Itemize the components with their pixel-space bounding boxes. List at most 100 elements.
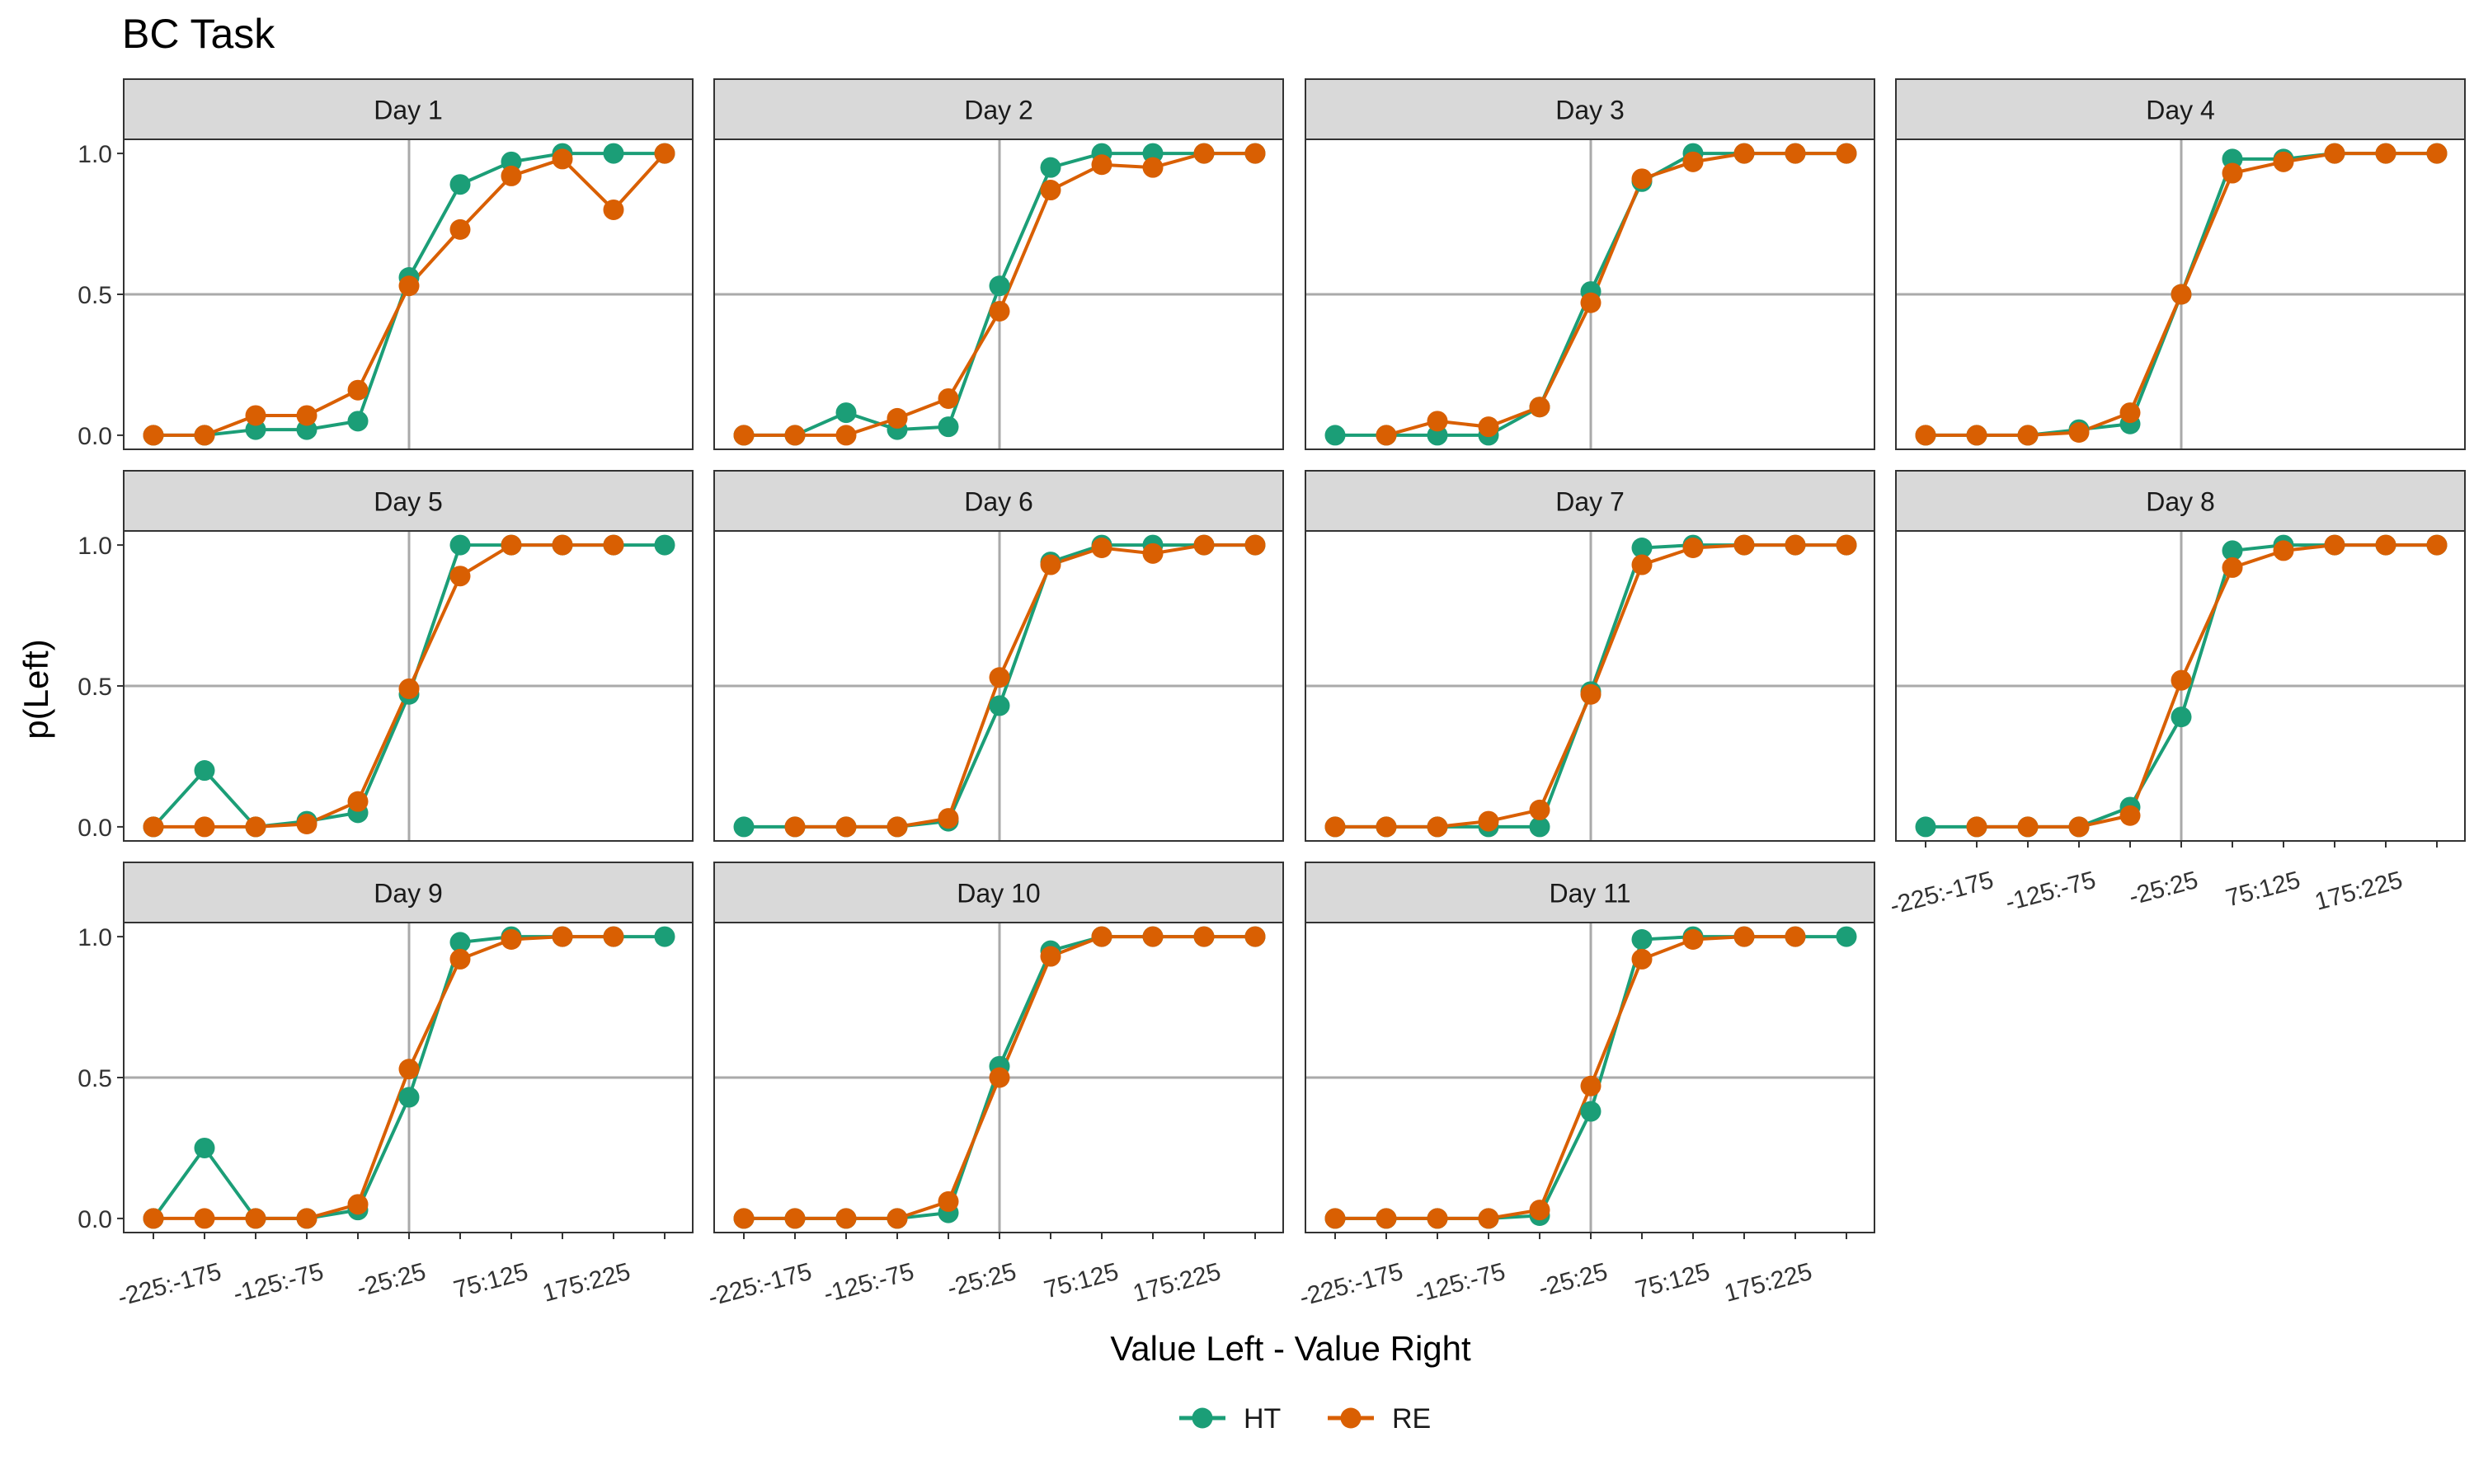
data-point-re bbox=[1193, 926, 1215, 947]
legend-item-ht: HT bbox=[1179, 1403, 1281, 1435]
series-line-re bbox=[1977, 543, 2437, 829]
legend-key-point bbox=[1192, 1407, 1213, 1429]
data-point-ht bbox=[194, 760, 215, 782]
facet-panel: Day 1 0.0 0.5 1.0 bbox=[78, 78, 694, 450]
y-tick-label: 1.0 bbox=[78, 141, 112, 168]
legend-label: RE bbox=[1392, 1403, 1431, 1435]
data-point-re bbox=[2324, 143, 2345, 164]
data-point-ht bbox=[398, 1087, 420, 1108]
data-point-re bbox=[1966, 425, 1987, 446]
series-line-re bbox=[153, 935, 614, 1220]
facet-panel: Day 2 bbox=[713, 78, 1284, 450]
data-point-re bbox=[887, 816, 908, 838]
data-point-re bbox=[887, 407, 908, 429]
data-point-re bbox=[1142, 542, 1164, 564]
data-point-re bbox=[1142, 926, 1164, 947]
legend-key-point bbox=[1340, 1407, 1362, 1429]
data-point-ht bbox=[733, 816, 755, 838]
data-point-re bbox=[938, 1190, 959, 1212]
data-point-re bbox=[1915, 425, 1936, 446]
series-line-re bbox=[153, 543, 614, 829]
data-point-ht bbox=[1324, 425, 1346, 446]
data-point-re bbox=[835, 816, 857, 838]
data-point-re bbox=[1040, 554, 1061, 575]
chart-title: BC Task bbox=[122, 11, 275, 57]
facet-strip bbox=[713, 78, 1284, 140]
data-point-ht bbox=[989, 275, 1010, 297]
data-point-re bbox=[2068, 816, 2090, 838]
data-point-re bbox=[296, 1208, 317, 1229]
facet-strip bbox=[713, 470, 1284, 532]
data-point-re bbox=[296, 405, 317, 426]
data-point-re bbox=[2171, 669, 2192, 691]
data-point-re bbox=[2222, 556, 2243, 578]
data-point-re bbox=[1244, 534, 1266, 556]
data-point-re bbox=[989, 301, 1010, 322]
y-tick-label: 0.5 bbox=[78, 1065, 112, 1092]
data-point-re bbox=[1733, 926, 1755, 947]
facet-panel: Day 3 bbox=[1305, 78, 1875, 450]
data-point-ht bbox=[501, 151, 522, 172]
data-point-re bbox=[2324, 534, 2345, 556]
data-point-re bbox=[1324, 816, 1346, 838]
data-point-re bbox=[1580, 683, 1602, 705]
y-tick-label: 1.0 bbox=[78, 533, 112, 560]
facet-strip bbox=[1895, 78, 2466, 140]
data-point-re bbox=[1091, 538, 1112, 559]
facet-strip-label: Day 10 bbox=[957, 879, 1040, 909]
data-point-ht bbox=[2171, 707, 2192, 728]
data-point-re bbox=[1682, 538, 1704, 559]
y-tick-label: 0.0 bbox=[78, 423, 112, 450]
data-point-ht bbox=[1580, 1101, 1602, 1122]
data-point-re bbox=[1244, 143, 1266, 164]
data-point-ht bbox=[449, 534, 471, 556]
facet-strip-label: Day 3 bbox=[1555, 96, 1625, 125]
facet-strip bbox=[123, 78, 694, 140]
data-point-re bbox=[2426, 143, 2448, 164]
y-axis-title: p(Left) bbox=[16, 639, 55, 739]
data-point-re bbox=[552, 926, 573, 947]
data-point-re bbox=[1733, 534, 1755, 556]
data-point-re bbox=[1631, 948, 1653, 970]
data-point-re bbox=[2017, 816, 2039, 838]
data-point-re bbox=[1376, 1208, 1397, 1229]
facet-strip bbox=[1305, 862, 1875, 923]
data-point-re bbox=[1529, 799, 1550, 820]
facet-strip bbox=[1305, 78, 1875, 140]
data-point-ht bbox=[654, 926, 675, 947]
facet-strip-label: Day 4 bbox=[2146, 96, 2215, 125]
data-point-re bbox=[1040, 946, 1061, 967]
data-point-re bbox=[347, 379, 369, 401]
data-point-re bbox=[1529, 397, 1550, 418]
data-point-re bbox=[784, 816, 806, 838]
data-point-re bbox=[1733, 143, 1755, 164]
data-point-re bbox=[398, 1059, 420, 1080]
data-point-re bbox=[1966, 816, 1987, 838]
data-point-ht bbox=[603, 143, 624, 164]
data-point-re bbox=[2273, 540, 2294, 561]
facet-strip bbox=[1305, 470, 1875, 532]
data-point-re bbox=[1836, 143, 1857, 164]
facet-strip-label: Day 1 bbox=[374, 96, 443, 125]
data-point-re bbox=[501, 929, 522, 951]
data-point-re bbox=[1478, 416, 1499, 438]
data-point-ht bbox=[194, 1137, 215, 1158]
x-axis-title: Value Left - Value Right bbox=[1110, 1329, 1471, 1368]
data-point-re bbox=[245, 405, 266, 426]
data-point-re bbox=[501, 534, 522, 556]
facet-strip-label: Day 7 bbox=[1555, 487, 1625, 517]
facet-panel: Day 10-225:-175 -125:-75 -25:25 75:125 175:2… bbox=[705, 862, 1284, 1312]
data-point-ht bbox=[347, 411, 369, 432]
facet-panel: Day 6 bbox=[713, 470, 1284, 842]
data-point-re bbox=[2119, 805, 2141, 826]
data-point-re bbox=[989, 667, 1010, 688]
data-point-re bbox=[2119, 402, 2141, 424]
data-point-ht bbox=[1040, 157, 1061, 178]
data-point-re bbox=[1631, 554, 1653, 575]
data-point-re bbox=[143, 425, 164, 446]
data-point-re bbox=[1478, 1208, 1499, 1229]
data-point-re bbox=[347, 791, 369, 812]
data-point-re bbox=[1427, 816, 1448, 838]
facet-panel: Day 90.00.51.0-225:-175 -125:-75 -25:25 75:… bbox=[78, 862, 694, 1312]
y-tick-label: 1.0 bbox=[78, 924, 112, 951]
